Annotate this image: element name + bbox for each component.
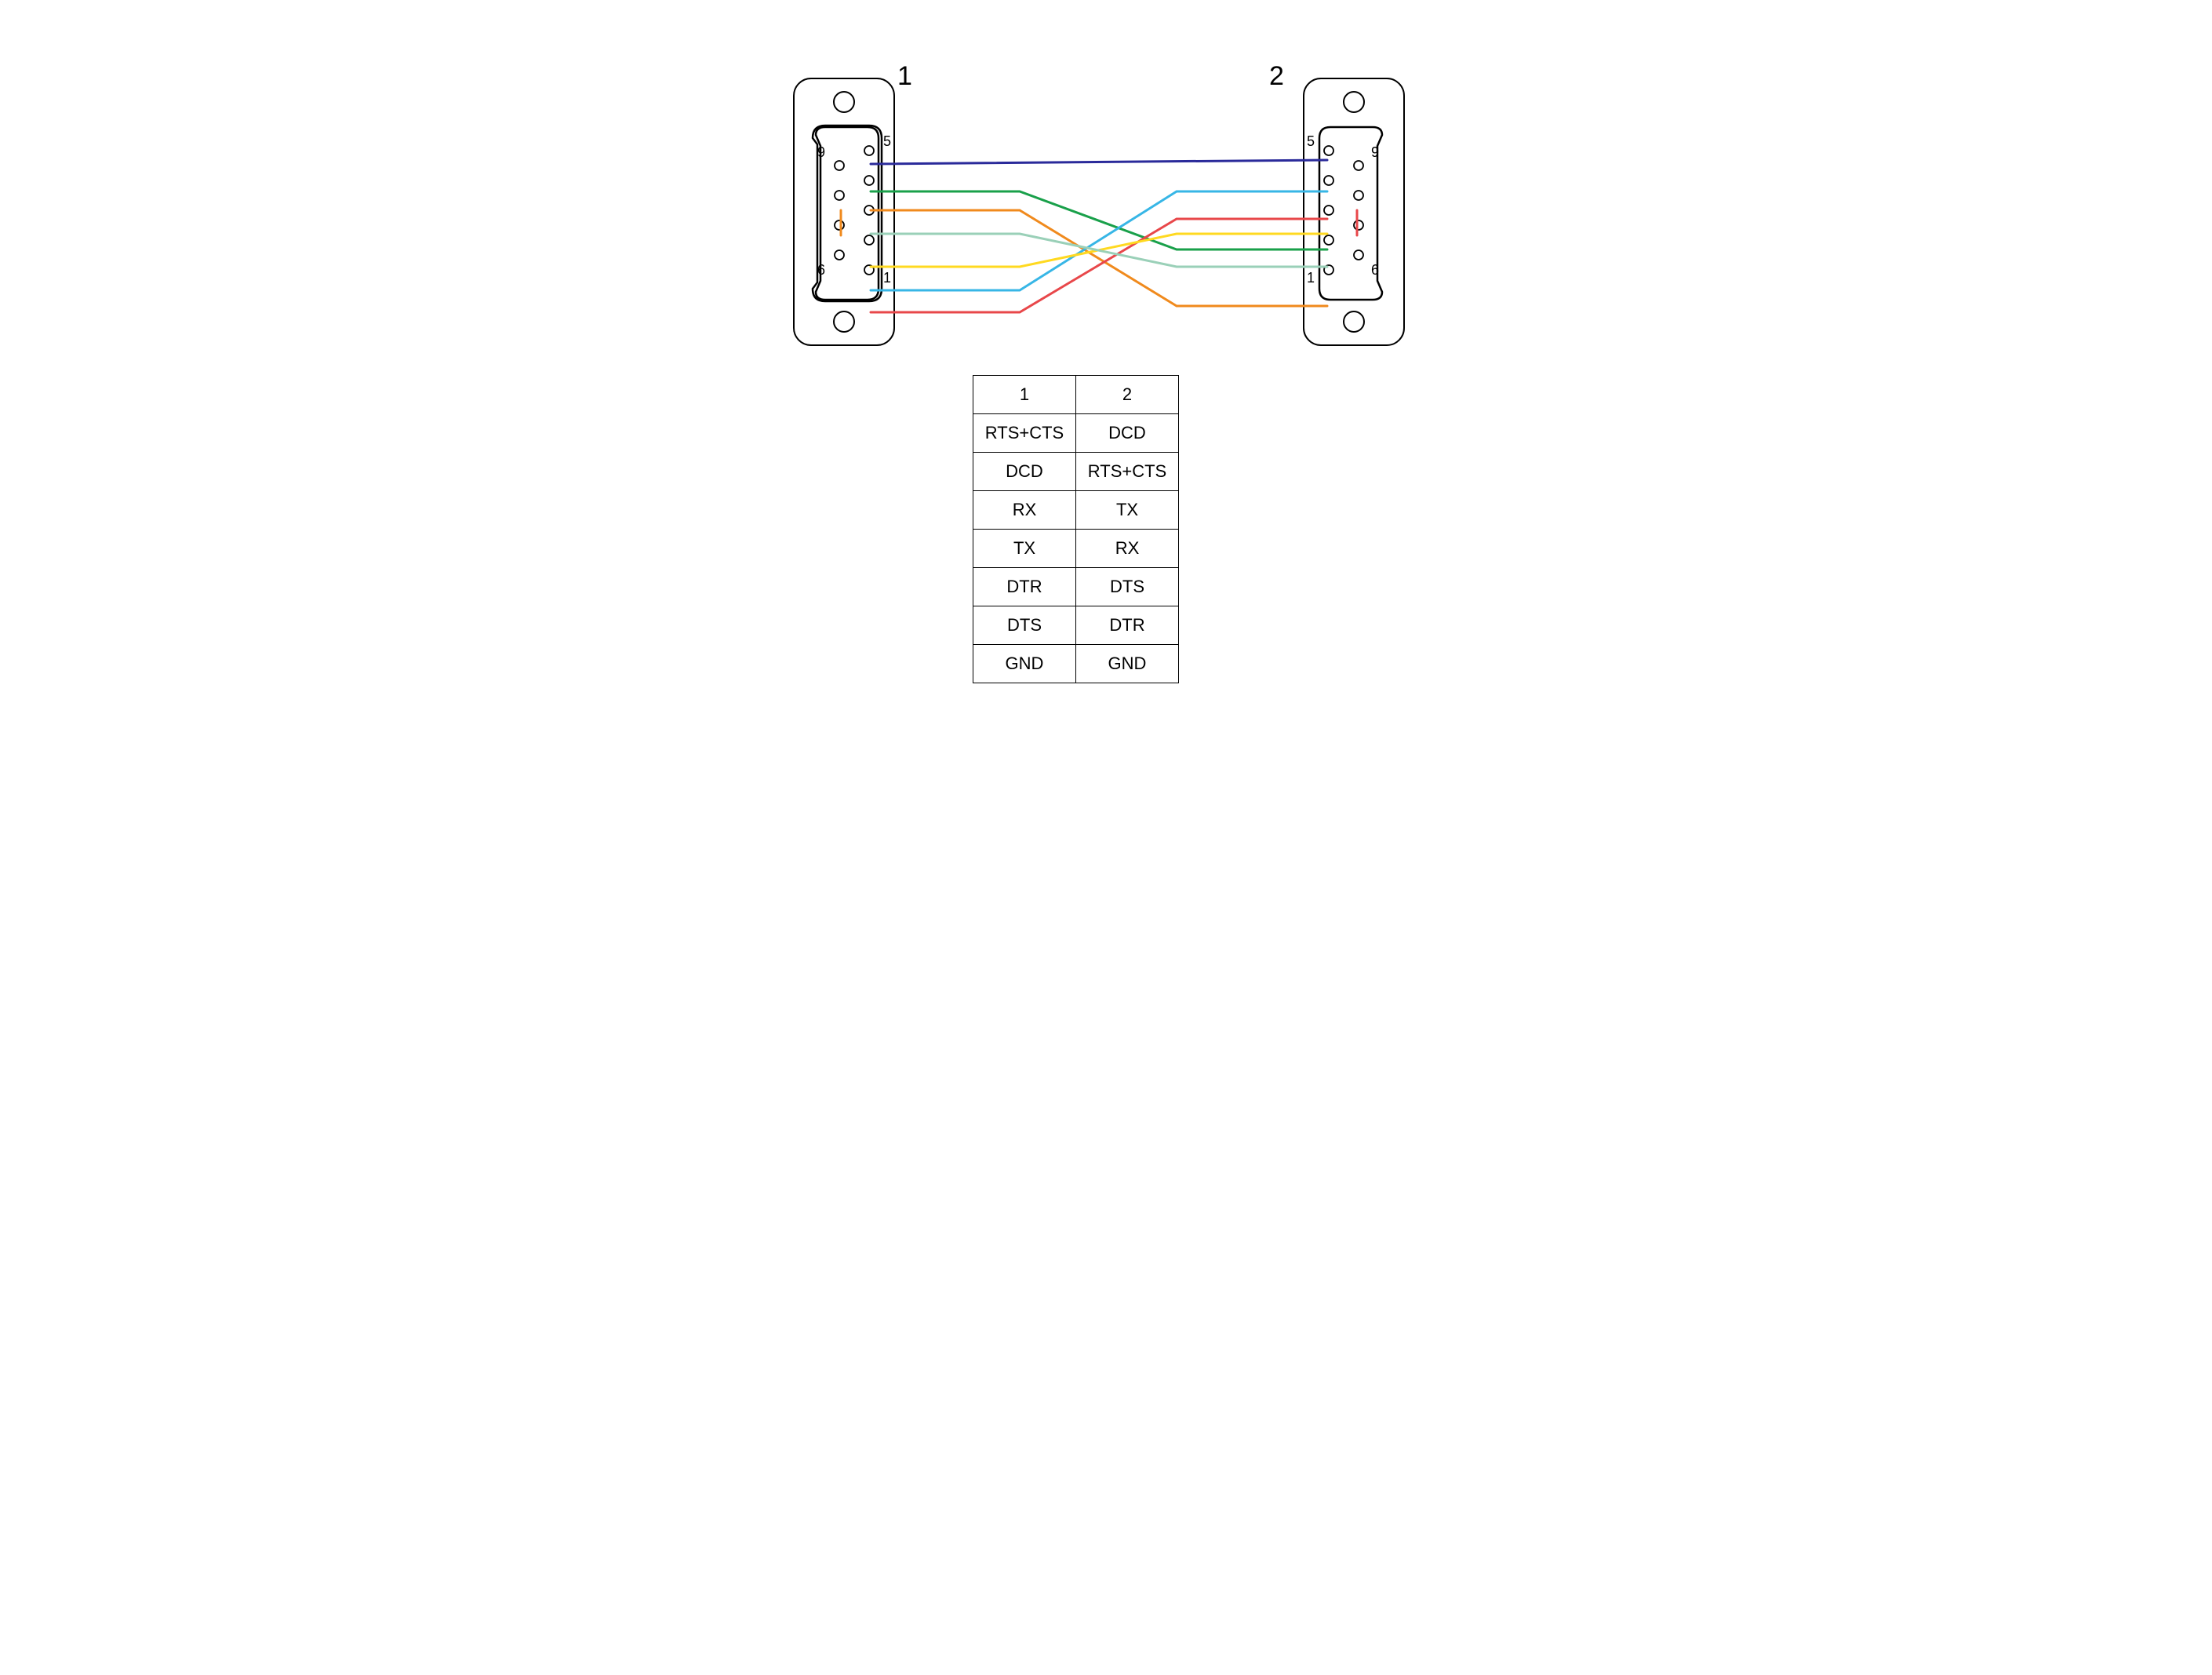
wire-gnd: [871, 160, 1327, 164]
pin-mapping-table: 1 2 RTS+CTSDCD DCDRTS+CTS RXTX TXRX DTRD…: [973, 375, 1179, 683]
diagram-canvas: 1 2 9 5 6: [612, 0, 1600, 745]
wire-dtr-dts: [871, 210, 1327, 306]
table-row: DTSDTR: [973, 606, 1179, 645]
pin-9-label: 9: [817, 144, 825, 160]
table-row: DCDRTS+CTS: [973, 453, 1179, 491]
table-row: RXTX: [973, 491, 1179, 530]
table-row: GNDGND: [973, 645, 1179, 683]
connector-1: 9 5 6 1: [794, 78, 894, 345]
pin-1-label: 1: [883, 270, 891, 286]
pin-6-label: 6: [817, 262, 825, 278]
pin-5-label-r: 5: [1307, 133, 1315, 149]
connector-2-label: 2: [1269, 61, 1284, 92]
table-header-row: 1 2: [973, 376, 1179, 414]
table-row: RTS+CTSDCD: [973, 414, 1179, 453]
table-header-2: 2: [1076, 376, 1179, 414]
pin-5-label: 5: [883, 133, 891, 149]
wiring-svg: 9 5 6 1 9 5 6 1: [612, 0, 1600, 369]
wire-tx-rx: [871, 191, 1327, 290]
connector-1-label: 1: [897, 61, 912, 92]
pin-9-label-r: 9: [1371, 144, 1379, 160]
table-row: DTRDTS: [973, 568, 1179, 606]
wires-group: [841, 160, 1357, 312]
pin-1-label-r: 1: [1307, 270, 1315, 286]
table-header-1: 1: [973, 376, 1076, 414]
pin-6-label-r: 6: [1371, 262, 1379, 278]
table-row: TXRX: [973, 530, 1179, 568]
